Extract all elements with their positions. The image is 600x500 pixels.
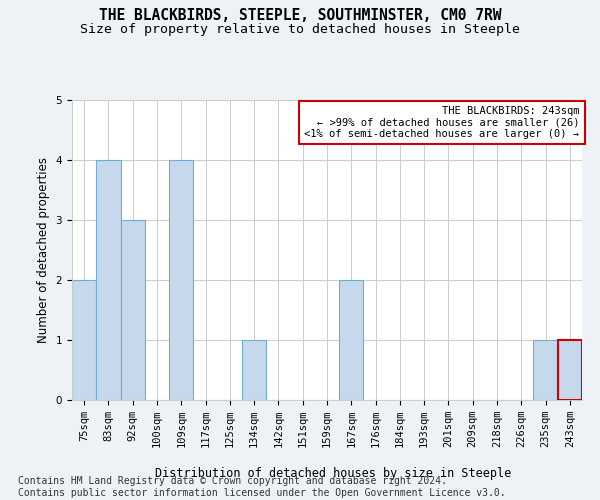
Bar [242,340,266,400]
Bar [121,220,145,400]
Text: Distribution of detached houses by size in Steeple: Distribution of detached houses by size … [155,467,511,480]
Bar [72,280,96,400]
Bar [96,160,121,400]
Text: Contains HM Land Registry data © Crown copyright and database right 2024.
Contai: Contains HM Land Registry data © Crown c… [18,476,506,498]
Y-axis label: Number of detached properties: Number of detached properties [37,157,50,343]
Text: Size of property relative to detached houses in Steeple: Size of property relative to detached ho… [80,22,520,36]
Bar [558,340,582,400]
Text: THE BLACKBIRDS: 243sqm
← >99% of detached houses are smaller (26)
<1% of semi-de: THE BLACKBIRDS: 243sqm ← >99% of detache… [304,106,580,139]
Bar [533,340,558,400]
Text: THE BLACKBIRDS, STEEPLE, SOUTHMINSTER, CM0 7RW: THE BLACKBIRDS, STEEPLE, SOUTHMINSTER, C… [99,8,501,22]
Bar [169,160,193,400]
Bar [339,280,364,400]
